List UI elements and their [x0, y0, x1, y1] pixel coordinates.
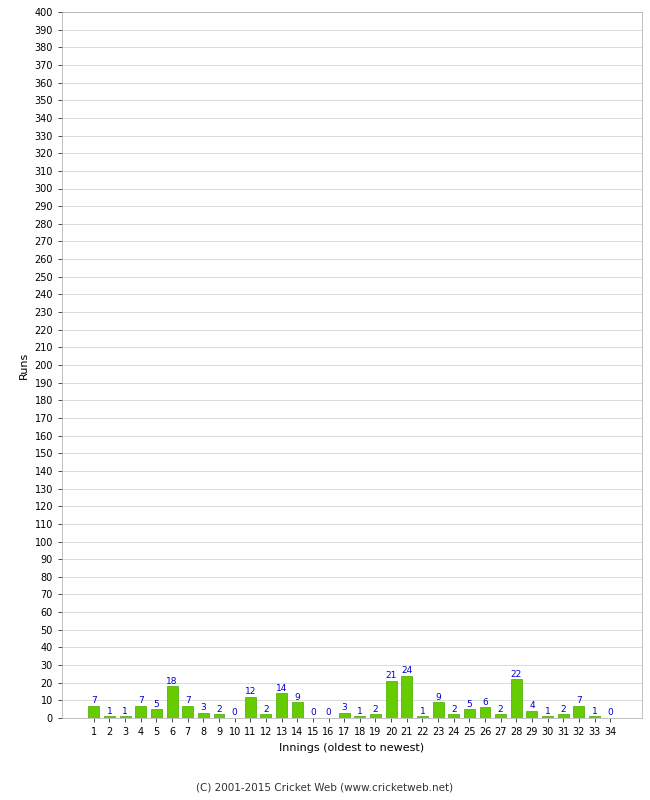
Bar	[385, 681, 396, 718]
Text: 14: 14	[276, 684, 287, 693]
Bar	[464, 709, 474, 718]
Text: 9: 9	[294, 693, 300, 702]
Bar	[542, 716, 553, 718]
Bar	[401, 676, 412, 718]
Text: 12: 12	[244, 687, 256, 696]
Y-axis label: Runs: Runs	[19, 351, 29, 378]
Text: 4: 4	[529, 702, 535, 710]
Bar	[448, 714, 459, 718]
Text: 1: 1	[419, 706, 425, 716]
Text: 3: 3	[341, 703, 347, 712]
Text: 0: 0	[232, 709, 237, 718]
Text: 2: 2	[216, 705, 222, 714]
Bar	[433, 702, 443, 718]
Text: 7: 7	[185, 696, 190, 705]
Text: 7: 7	[138, 696, 144, 705]
Text: 5: 5	[467, 700, 472, 709]
Bar	[511, 679, 522, 718]
Bar	[120, 716, 131, 718]
X-axis label: Innings (oldest to newest): Innings (oldest to newest)	[280, 742, 424, 753]
Bar	[495, 714, 506, 718]
Bar	[214, 714, 224, 718]
Text: 2: 2	[560, 705, 566, 714]
Text: 2: 2	[498, 705, 504, 714]
Text: 18: 18	[166, 677, 178, 686]
Text: 1: 1	[122, 706, 128, 716]
Bar	[198, 713, 209, 718]
Bar	[417, 716, 428, 718]
Text: 22: 22	[511, 670, 522, 678]
Text: 2: 2	[451, 705, 456, 714]
Bar	[573, 706, 584, 718]
Bar	[558, 714, 569, 718]
Text: 1: 1	[107, 706, 112, 716]
Text: 1: 1	[357, 706, 363, 716]
Bar	[276, 694, 287, 718]
Bar	[261, 714, 272, 718]
Bar	[370, 714, 381, 718]
Text: 1: 1	[545, 706, 551, 716]
Bar	[589, 716, 600, 718]
Bar	[151, 709, 162, 718]
Text: 9: 9	[436, 693, 441, 702]
Text: 0: 0	[310, 709, 316, 718]
Text: 3: 3	[200, 703, 206, 712]
Text: (C) 2001-2015 Cricket Web (www.cricketweb.net): (C) 2001-2015 Cricket Web (www.cricketwe…	[196, 782, 454, 792]
Bar	[292, 702, 303, 718]
Text: 2: 2	[263, 705, 268, 714]
Text: 7: 7	[91, 696, 97, 705]
Text: 21: 21	[385, 671, 396, 681]
Text: 0: 0	[607, 709, 613, 718]
Text: 7: 7	[576, 696, 582, 705]
Bar	[88, 706, 99, 718]
Text: 0: 0	[326, 709, 332, 718]
Text: 24: 24	[401, 666, 412, 675]
Bar	[480, 707, 491, 718]
Bar	[526, 711, 538, 718]
Bar	[104, 716, 115, 718]
Bar	[339, 713, 350, 718]
Text: 5: 5	[153, 700, 159, 709]
Text: 1: 1	[592, 706, 597, 716]
Text: 2: 2	[372, 705, 378, 714]
Bar	[135, 706, 146, 718]
Bar	[182, 706, 193, 718]
Text: 6: 6	[482, 698, 488, 707]
Bar	[354, 716, 365, 718]
Bar	[245, 697, 256, 718]
Bar	[166, 686, 177, 718]
